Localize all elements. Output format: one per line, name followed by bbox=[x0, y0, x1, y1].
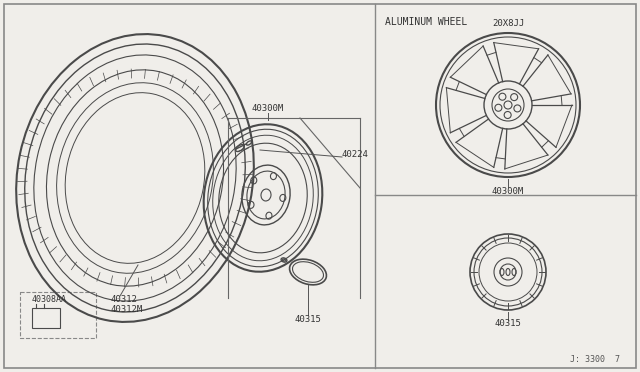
Text: 40224: 40224 bbox=[342, 150, 369, 158]
Text: 40315: 40315 bbox=[495, 320, 522, 328]
Text: 20X8JJ: 20X8JJ bbox=[492, 19, 524, 28]
Text: J: 3300  7: J: 3300 7 bbox=[570, 356, 620, 365]
Text: ALUMINUM WHEEL: ALUMINUM WHEEL bbox=[385, 17, 467, 27]
Text: 40308AA: 40308AA bbox=[32, 295, 67, 305]
Text: 40312M: 40312M bbox=[110, 305, 142, 314]
Text: 40315: 40315 bbox=[294, 315, 321, 324]
Text: 40300M: 40300M bbox=[492, 186, 524, 196]
Text: 40312: 40312 bbox=[110, 295, 137, 305]
Text: 40300M: 40300M bbox=[252, 103, 284, 112]
Bar bbox=[20, 292, 96, 338]
Bar bbox=[32, 308, 60, 328]
